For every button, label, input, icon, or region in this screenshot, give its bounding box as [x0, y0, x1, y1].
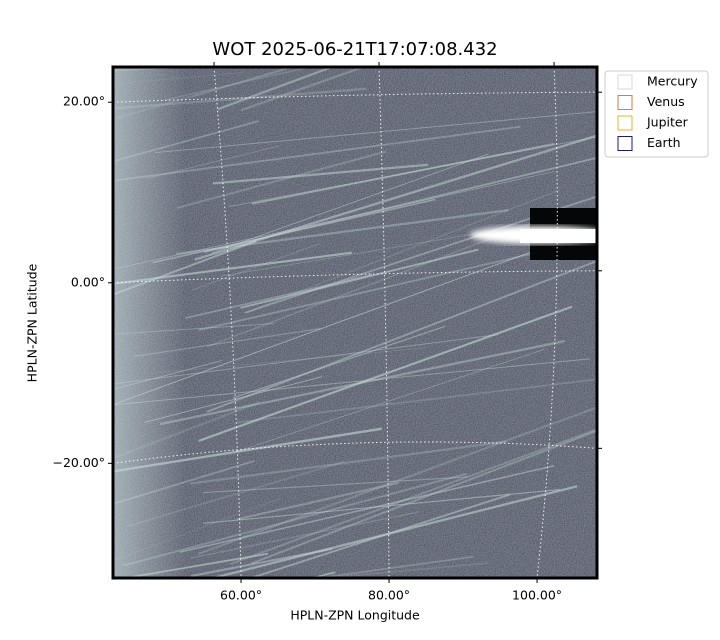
streak: [151, 347, 427, 374]
streak: [125, 552, 269, 578]
grid-line: [378, 66, 390, 579]
x-tick-label: 80.00°: [368, 588, 410, 603]
y-tick-label: 20.00°: [63, 94, 105, 109]
streak: [113, 125, 521, 182]
streak: [144, 376, 323, 423]
y-tick-label: −20.00°: [52, 455, 105, 470]
legend-label: Venus: [647, 94, 685, 109]
streak: [203, 488, 560, 524]
streak: [114, 497, 282, 561]
streak: [113, 360, 223, 390]
streak: [236, 378, 597, 424]
legend-marker: [617, 95, 633, 110]
streak: [312, 555, 474, 578]
streak: [251, 142, 555, 205]
grid-line: [536, 66, 558, 579]
streak: [237, 348, 545, 452]
grid-line: [213, 66, 242, 579]
streak: [113, 87, 367, 110]
streak: [113, 400, 261, 460]
streak: [240, 67, 367, 112]
streak: [113, 240, 257, 296]
streak: [176, 150, 387, 210]
streak: [212, 163, 429, 185]
streak: [146, 145, 279, 179]
streak: [123, 472, 468, 567]
streak: [203, 476, 469, 494]
streak: [113, 171, 555, 270]
streak: [113, 460, 255, 505]
streak: [191, 243, 321, 291]
streak: [127, 460, 345, 527]
streak: [229, 136, 597, 208]
image: [113, 67, 597, 626]
streak: [175, 209, 509, 256]
streak: [208, 485, 578, 578]
streak: [113, 67, 297, 121]
streak: [134, 327, 321, 358]
legend-marker: [617, 115, 633, 131]
streak: [220, 233, 475, 277]
streak: [232, 325, 446, 399]
streak: [211, 153, 489, 254]
streak: [113, 358, 590, 406]
legend-label: Jupiter: [646, 115, 689, 130]
streak: [164, 67, 313, 101]
x-tick-label: 60.00°: [220, 588, 262, 603]
streak: [194, 134, 597, 261]
legend-label: Mercury: [647, 74, 698, 89]
streak: [113, 334, 499, 385]
streak: [136, 602, 286, 626]
grid-line: [112, 91, 598, 103]
streak: [190, 440, 507, 485]
streak: [206, 260, 597, 413]
streak: [314, 562, 489, 578]
streak: [198, 305, 573, 442]
streak: [229, 428, 597, 566]
streak: [159, 340, 565, 426]
streak: [217, 67, 336, 111]
chart-title: WOT 2025-06-21T17:07:08.432: [212, 39, 497, 60]
streak: [190, 511, 419, 559]
y-axis-label: HPLN-ZPN Latitude: [25, 263, 40, 382]
streak: [240, 248, 479, 309]
legend-marker: [617, 74, 633, 90]
streak: [152, 198, 436, 264]
x-axis-label: HPLN-ZPN Longitude: [290, 608, 420, 623]
streak: [113, 120, 259, 163]
streak: [190, 547, 333, 577]
streak: [247, 493, 511, 578]
streak: [251, 429, 597, 565]
streak: [179, 465, 555, 553]
frame: [111, 65, 599, 580]
legend-label: Earth: [647, 135, 681, 150]
grid: [112, 66, 598, 579]
streak: [113, 251, 352, 285]
legend-marker: [617, 136, 633, 151]
streak: [113, 246, 547, 406]
streak: [192, 67, 294, 98]
streak: [198, 406, 597, 555]
streak: [113, 323, 275, 335]
y-tick-label: 0.00°: [71, 274, 105, 289]
streak: [154, 111, 597, 154]
streak: [185, 273, 373, 319]
x-tick-label: 100.00°: [512, 588, 562, 603]
streak: [236, 481, 399, 521]
streak: [244, 189, 560, 314]
legend: [604, 70, 709, 158]
